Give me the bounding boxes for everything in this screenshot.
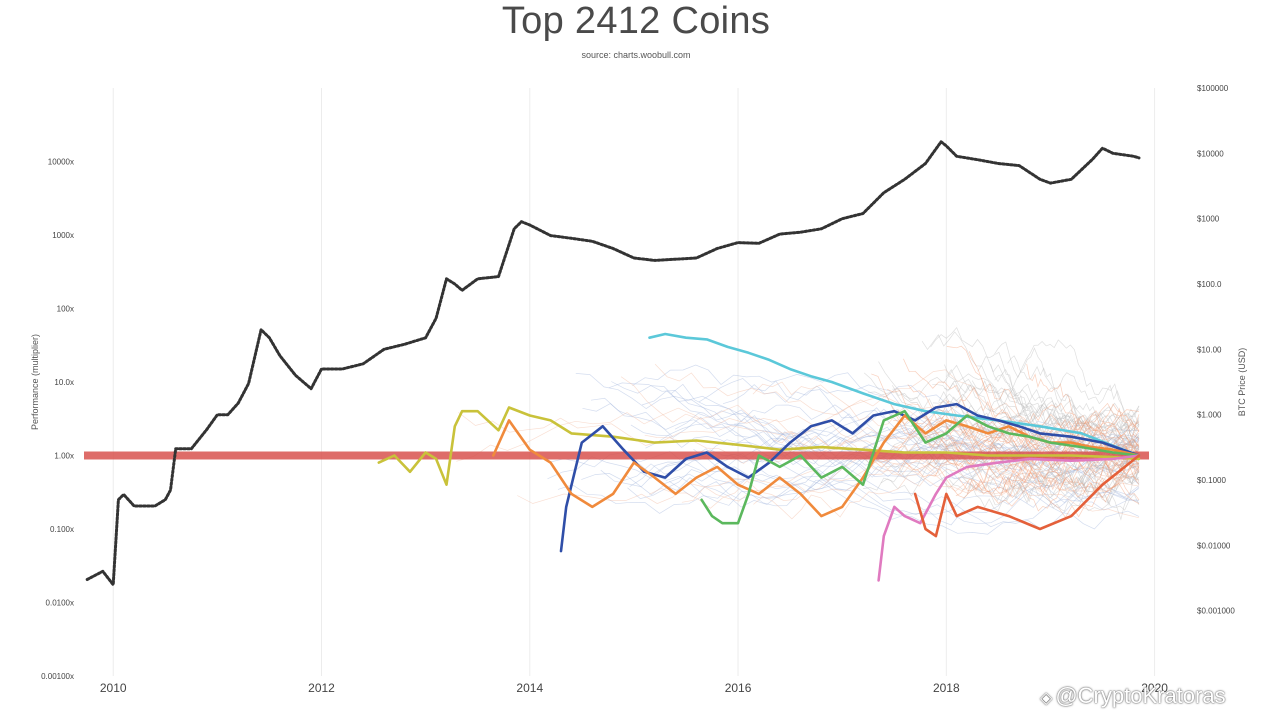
coin-line-faint	[1000, 449, 1140, 496]
chart-subtitle: source: charts.woobull.com	[581, 50, 691, 60]
y-tick-label-right: $10.00	[1197, 345, 1222, 354]
coin-line-faint	[892, 385, 1140, 467]
coin-line-faint	[582, 403, 1140, 487]
coin-line-faint	[954, 405, 1140, 470]
coin-line-faint	[887, 388, 1140, 454]
series-line-cyan	[648, 332, 1141, 457]
coin-line-faint	[962, 434, 1140, 512]
coin-line-faint	[645, 417, 1140, 529]
series-line-green	[700, 409, 1141, 525]
coin-line-faint	[693, 437, 1140, 530]
binance-diamond-icon: ◈	[1040, 690, 1053, 707]
coin-line-faint	[1020, 393, 1140, 469]
coin-line-faint	[921, 331, 1140, 439]
y-tick-label-left: 100x	[57, 305, 74, 314]
coin-line-faint	[994, 347, 1140, 431]
coin-line-faint	[670, 383, 1140, 496]
coin-line-faint	[632, 364, 1140, 456]
y-tick-label-right: $10000	[1197, 149, 1224, 158]
coin-line-faint	[955, 462, 1140, 512]
coin-line-faint	[641, 390, 1140, 504]
y-tick-label-right: $1.000	[1197, 411, 1222, 420]
axes: 0.00100x 0.0100x 0.100x 1.00x 10.0x 100x 1000x…	[41, 84, 1235, 695]
coin-line-faint	[722, 384, 1140, 467]
coin-line-faint	[1013, 450, 1140, 499]
y-tick-label-left: 0.00100x	[41, 672, 74, 681]
watermark-text: @CryptoKratoras	[1055, 683, 1226, 708]
coin-line-faint	[611, 381, 1140, 491]
background-coin-lines	[456, 326, 1140, 535]
watermark: ◈ @CryptoKratoras	[1040, 683, 1226, 709]
coin-line-faint	[630, 424, 1140, 485]
coin-line-faint	[772, 431, 1140, 497]
series-line-blue	[559, 402, 1141, 553]
coin-line-faint	[990, 363, 1140, 434]
series-line-btc-price	[85, 140, 1141, 587]
series-lines	[85, 140, 1141, 587]
coin-line-faint	[892, 409, 1140, 471]
y-axis-label-left: Performance (multiplier)	[30, 334, 40, 430]
coin-line-faint	[867, 409, 1140, 460]
coin-line-faint	[987, 459, 1140, 506]
coin-line-faint	[648, 460, 1140, 509]
coin-line-faint	[868, 391, 1140, 448]
coin-line-faint	[948, 442, 1140, 511]
y-tick-label-left: 10000x	[48, 158, 74, 167]
coin-line-faint	[654, 363, 1140, 450]
coin-line-faint	[897, 409, 1140, 484]
series-line-pink	[877, 454, 1141, 582]
x-tick-label: 2020	[1141, 681, 1168, 695]
y-tick-label-left: 10.0x	[54, 378, 74, 387]
chart-title: Top 2412 Coins	[501, 0, 771, 42]
grid	[112, 88, 1156, 676]
coin-line-faint	[590, 397, 1140, 486]
coin-line-faint	[989, 461, 1140, 512]
coin-line-faint	[878, 361, 1140, 438]
y-tick-label-left: 0.100x	[50, 525, 74, 534]
y-tick-label-right: $0.001000	[1197, 607, 1235, 616]
y-axis-label-right: BTC Price (USD)	[1237, 348, 1247, 417]
coin-line-faint	[957, 456, 1140, 501]
y-tick-label-left: 0.0100x	[46, 599, 74, 608]
coin-line-faint	[977, 339, 1140, 426]
y-tick-label-right: $100000	[1197, 84, 1229, 93]
coin-line-faint	[893, 418, 1140, 499]
coin-line-faint	[1007, 355, 1140, 462]
coin-line-faint	[995, 351, 1140, 451]
coin-line-faint	[938, 384, 1140, 456]
coin-line-faint	[971, 380, 1140, 457]
coin-line-faint	[905, 419, 1140, 478]
x-tick-label: 2010	[100, 681, 127, 695]
y-tick-label-left: 1000x	[52, 231, 74, 240]
y-tick-label-left: 1.00x	[54, 452, 74, 461]
coin-line-faint	[871, 428, 1140, 489]
y-tick-label-right: $100.0	[1197, 280, 1222, 289]
coin-line-faint	[681, 419, 1140, 503]
coin-line-faint	[885, 452, 1140, 512]
coin-line-faint	[944, 373, 1140, 442]
coin-line-faint	[946, 368, 1140, 437]
coin-line-faint	[1018, 461, 1140, 521]
x-tick-label: 2018	[933, 681, 960, 695]
x-tick-label: 2014	[516, 681, 543, 695]
y-tick-label-right: $0.1000	[1197, 476, 1226, 485]
series-line-red	[913, 454, 1141, 538]
coin-line-faint	[608, 382, 1140, 503]
coin-line-faint	[930, 326, 1140, 432]
coin-line-faint	[517, 455, 1140, 519]
y-tick-label-right: $0.01000	[1197, 541, 1231, 550]
x-tick-label: 2016	[725, 681, 752, 695]
y-tick-label-right: $1000	[1197, 215, 1220, 224]
coin-line-faint	[600, 452, 1140, 525]
coin-line-faint	[928, 441, 1140, 504]
x-tick-label: 2012	[308, 681, 335, 695]
